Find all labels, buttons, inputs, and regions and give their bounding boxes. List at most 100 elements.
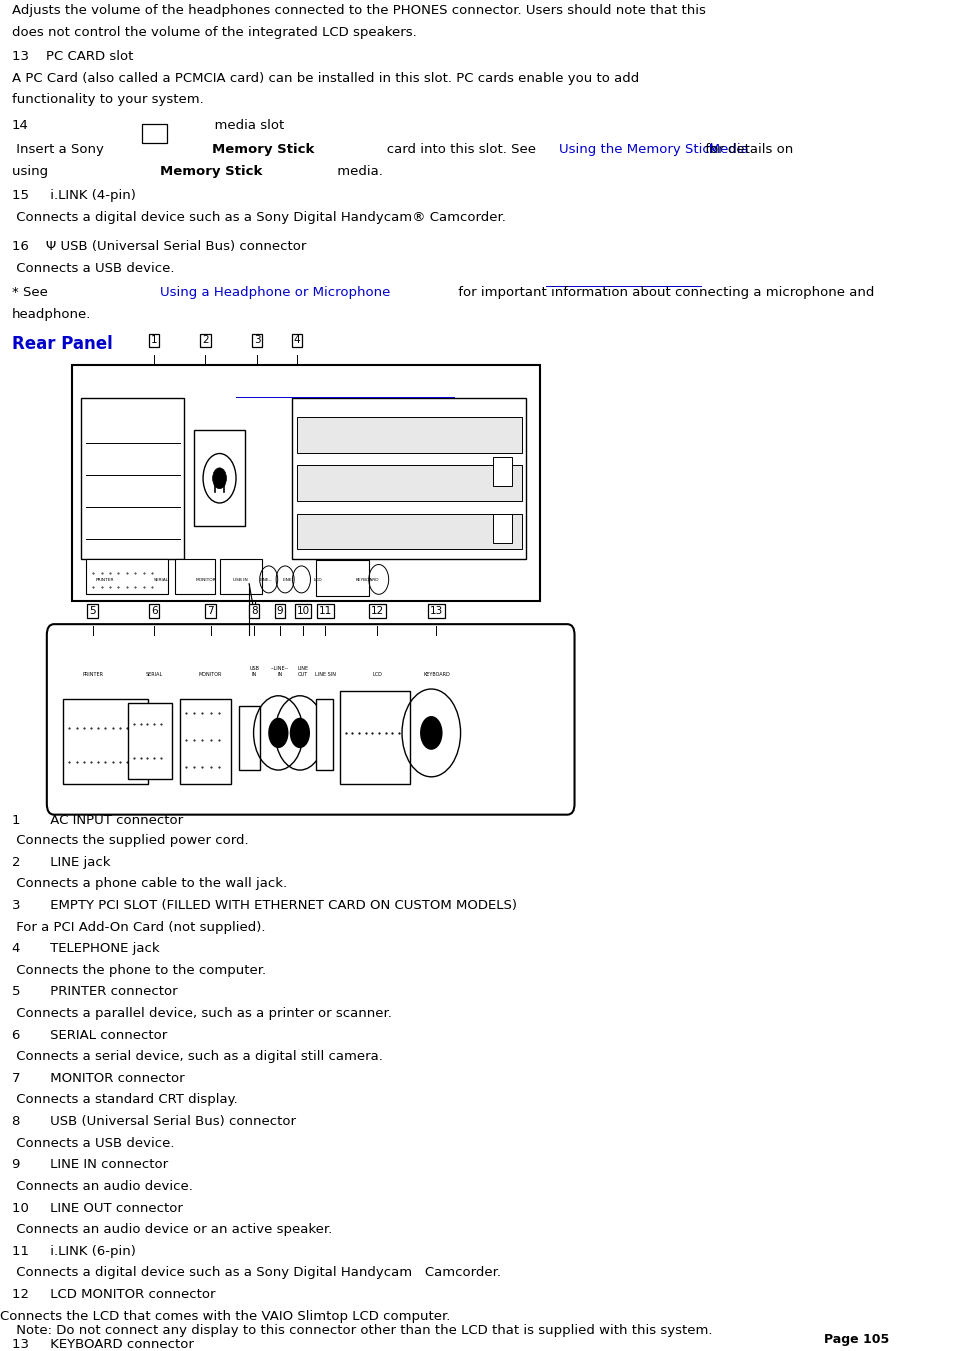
Text: 10     LINE OUT connector: 10 LINE OUT connector: [11, 1201, 182, 1215]
Text: PRINTER: PRINTER: [95, 578, 114, 582]
Text: Media: Media: [695, 143, 747, 157]
Text: media slot: media slot: [137, 119, 284, 132]
Bar: [72, 365, 539, 601]
Text: Using a Headphone or Microphone: Using a Headphone or Microphone: [159, 286, 390, 300]
Bar: [316, 700, 333, 770]
Text: LINE--: LINE--: [259, 578, 273, 582]
Circle shape: [419, 716, 442, 750]
Text: 4       TELEPHONE jack: 4 TELEPHONE jack: [11, 942, 159, 955]
Text: Connects a USB device.: Connects a USB device.: [11, 1136, 174, 1150]
Text: KEYBOARD: KEYBOARD: [355, 578, 378, 582]
Text: for details on: for details on: [700, 143, 793, 157]
Text: Connects a digital device such as a Sony Digital Handycam® Camcorder.: Connects a digital device such as a Sony…: [11, 211, 505, 224]
Text: 8: 8: [251, 605, 257, 616]
Text: --LINE--
IN: --LINE-- IN: [271, 666, 289, 677]
Text: Connects a digital device such as a Sony Digital Handycam   Camcorder.: Connects a digital device such as a Sony…: [11, 1266, 500, 1279]
Text: Rear Panel: Rear Panel: [11, 335, 112, 353]
Bar: [129, 703, 172, 778]
Text: 9: 9: [276, 605, 283, 616]
Text: 10: 10: [296, 605, 309, 616]
Bar: [219, 559, 261, 594]
Text: Connects an audio device.: Connects an audio device.: [11, 1179, 193, 1193]
Bar: [179, 700, 231, 784]
Text: LCD: LCD: [372, 673, 382, 677]
Bar: [493, 513, 512, 543]
Bar: [493, 458, 512, 486]
Text: 4: 4: [294, 335, 300, 346]
Text: card into this slot. See: card into this slot. See: [374, 143, 539, 157]
Bar: [193, 430, 245, 527]
Text: does not control the volume of the integrated LCD speakers.: does not control the volume of the integ…: [11, 26, 416, 39]
Text: 15     i.LINK (4-pin): 15 i.LINK (4-pin): [11, 189, 135, 203]
Bar: [315, 561, 369, 596]
Text: 11: 11: [318, 605, 332, 616]
Bar: [340, 690, 410, 784]
Text: 1: 1: [151, 335, 157, 346]
Text: Insert a Sony: Insert a Sony: [11, 143, 108, 157]
Text: 7       MONITOR connector: 7 MONITOR connector: [11, 1071, 184, 1085]
Text: Connects the LCD that comes with the VAIO Slimtop LCD computer.: Connects the LCD that comes with the VAI…: [0, 1309, 450, 1323]
Text: 11     i.LINK (6-pin): 11 i.LINK (6-pin): [11, 1244, 135, 1258]
Text: 14: 14: [11, 119, 29, 132]
Text: 9       LINE IN connector: 9 LINE IN connector: [11, 1158, 168, 1171]
Text: 12     LCD MONITOR connector: 12 LCD MONITOR connector: [11, 1288, 215, 1301]
Text: SERIAL: SERIAL: [146, 673, 163, 677]
Text: PRINTER: PRINTER: [82, 673, 103, 677]
Text: 3: 3: [253, 335, 260, 346]
Text: Memory Stick: Memory Stick: [213, 143, 314, 157]
Text: 13: 13: [430, 605, 442, 616]
Text: LCD: LCD: [314, 578, 322, 582]
Text: 3       EMPTY PCI SLOT (FILLED WITH ETHERNET CARD ON CUSTOM MODELS): 3 EMPTY PCI SLOT (FILLED WITH ETHERNET C…: [11, 898, 517, 912]
Text: A PC Card (also called a PCMCIA card) can be installed in this slot. PC cards en: A PC Card (also called a PCMCIA card) ca…: [11, 72, 639, 85]
Text: 12: 12: [371, 605, 384, 616]
Text: for important information about connecting a microphone and: for important information about connecti…: [454, 286, 873, 300]
Text: 8       USB (Universal Serial Bus) connector: 8 USB (Universal Serial Bus) connector: [11, 1115, 295, 1128]
Text: KEYBOARD: KEYBOARD: [422, 673, 450, 677]
Bar: [296, 465, 521, 501]
Text: 16    Ψ USB (Universal Serial Bus) connector: 16 Ψ USB (Universal Serial Bus) connecto…: [11, 240, 306, 254]
Text: For a PCI Add-On Card (not supplied).: For a PCI Add-On Card (not supplied).: [11, 920, 265, 934]
Text: 5: 5: [90, 605, 95, 616]
Text: 1       AC INPUT connector: 1 AC INPUT connector: [11, 813, 183, 827]
Text: Connects the supplied power cord.: Connects the supplied power cord.: [11, 834, 248, 847]
Text: Connects a parallel device, such as a printer or scanner.: Connects a parallel device, such as a pr…: [11, 1006, 391, 1020]
Text: USB
IN: USB IN: [249, 666, 259, 677]
Text: USB IN: USB IN: [233, 578, 248, 582]
Text: media.: media.: [333, 165, 382, 178]
Text: Using the Memory Stick: Using the Memory Stick: [558, 143, 717, 157]
Bar: [292, 399, 526, 559]
Circle shape: [268, 717, 288, 748]
Text: 2: 2: [202, 335, 209, 346]
Text: LINE
OUT: LINE OUT: [297, 666, 308, 677]
Bar: [296, 513, 521, 549]
Bar: [175, 559, 214, 594]
Text: 6       SERIAL connector: 6 SERIAL connector: [11, 1028, 167, 1042]
Text: MONITOR: MONITOR: [198, 673, 222, 677]
Text: SERIAL: SERIAL: [153, 578, 169, 582]
Text: Memory Stick: Memory Stick: [159, 165, 262, 178]
Text: Connects the phone to the computer.: Connects the phone to the computer.: [11, 963, 266, 977]
Text: Adjusts the volume of the headphones connected to the PHONES connector. Users sh: Adjusts the volume of the headphones con…: [11, 4, 705, 18]
Bar: [142, 124, 167, 143]
Circle shape: [290, 717, 310, 748]
Bar: [296, 417, 521, 453]
Text: 13    PC CARD slot: 13 PC CARD slot: [11, 50, 132, 63]
Text: Connects an audio device or an active speaker.: Connects an audio device or an active sp…: [11, 1223, 332, 1236]
Text: 2       LINE jack: 2 LINE jack: [11, 855, 111, 869]
Bar: [238, 705, 260, 770]
Bar: [63, 700, 148, 784]
Text: Page 105: Page 105: [822, 1332, 888, 1346]
Text: functionality to your system.: functionality to your system.: [11, 93, 203, 107]
Bar: [86, 559, 168, 594]
Text: 13     KEYBOARD connector: 13 KEYBOARD connector: [11, 1337, 193, 1351]
Text: headphone.: headphone.: [11, 308, 91, 322]
Text: 7: 7: [207, 605, 213, 616]
Text: MONITOR: MONITOR: [195, 578, 215, 582]
Text: LINE SIN: LINE SIN: [314, 673, 335, 677]
Text: LINE: LINE: [282, 578, 292, 582]
Text: Note: Do not connect any display to this connector other than the LCD that is su: Note: Do not connect any display to this…: [11, 1324, 712, 1337]
Text: Connects a serial device, such as a digital still camera.: Connects a serial device, such as a digi…: [11, 1050, 382, 1063]
Text: using: using: [11, 165, 52, 178]
Text: Connects a standard CRT display.: Connects a standard CRT display.: [11, 1093, 237, 1106]
Bar: [81, 399, 184, 559]
